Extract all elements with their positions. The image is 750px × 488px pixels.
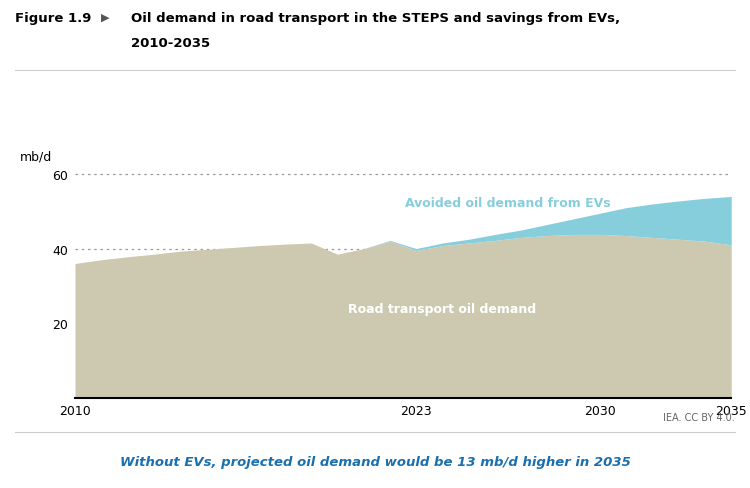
Text: Oil demand in road transport in the STEPS and savings from EVs,: Oil demand in road transport in the STEP… xyxy=(131,12,620,25)
Text: 2010-2035: 2010-2035 xyxy=(131,37,210,50)
Text: IEA. CC BY 4.0.: IEA. CC BY 4.0. xyxy=(663,412,735,422)
Y-axis label: mb/d: mb/d xyxy=(20,150,52,163)
Text: Figure 1.9: Figure 1.9 xyxy=(15,12,92,25)
Text: Road transport oil demand: Road transport oil demand xyxy=(349,302,536,315)
Text: Avoided oil demand from EVs: Avoided oil demand from EVs xyxy=(405,196,611,209)
Text: ▶: ▶ xyxy=(101,12,109,22)
Text: Without EVs, projected oil demand would be 13 mb/d higher in 2035: Without EVs, projected oil demand would … xyxy=(119,455,631,468)
